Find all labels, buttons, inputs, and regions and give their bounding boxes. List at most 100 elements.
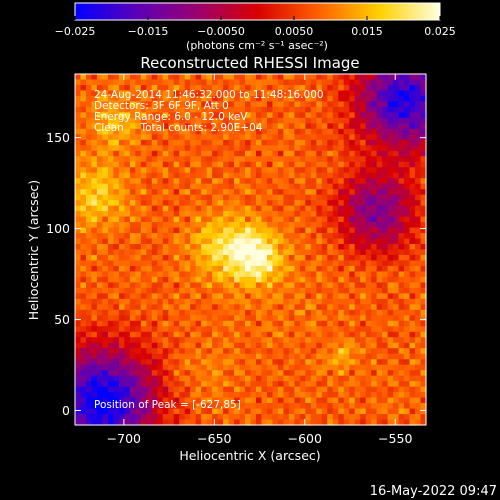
heatmap-cell <box>135 150 142 157</box>
heatmap-cell <box>261 101 268 108</box>
heatmap-cell <box>354 178 361 185</box>
heatmap-cell <box>371 326 378 333</box>
heatmap-cell <box>266 397 274 404</box>
heatmap-cell <box>261 216 268 223</box>
heatmap-cell <box>223 189 230 196</box>
heatmap-cell <box>217 238 224 245</box>
heatmap-cell <box>75 298 82 305</box>
heatmap-cell <box>85 117 93 124</box>
heatmap-cell <box>118 326 125 333</box>
heatmap-cell <box>393 95 400 103</box>
heatmap-cell <box>245 353 252 360</box>
heatmap-cell <box>299 117 306 124</box>
heatmap-cell <box>146 167 153 174</box>
heatmap-cell <box>305 287 312 294</box>
heatmap-cell <box>277 101 284 108</box>
heatmap-cell <box>321 183 328 190</box>
heatmap-cell <box>212 403 219 410</box>
heatmap-cell <box>365 95 372 103</box>
heatmap-cell <box>118 112 125 119</box>
heatmap-cell <box>310 145 317 152</box>
heatmap-cell <box>305 178 312 185</box>
heatmap-cell <box>288 386 295 393</box>
heatmap-cell <box>288 342 295 349</box>
heatmap-cell <box>398 331 405 338</box>
heatmap-cell <box>157 375 164 382</box>
heatmap-cell <box>223 342 230 349</box>
heatmap-cell <box>206 254 213 262</box>
heatmap-cell <box>321 233 328 240</box>
heatmap-cell <box>277 161 284 168</box>
heatmap-cell <box>349 79 356 86</box>
heatmap-cell <box>266 381 274 388</box>
heatmap-cell <box>305 375 312 382</box>
heatmap-cell <box>382 320 389 327</box>
heatmap-cell <box>129 331 136 338</box>
heatmap-cell <box>102 254 109 262</box>
heatmap-cell <box>190 353 197 360</box>
heatmap-cell <box>184 222 191 229</box>
heatmap-cell <box>305 271 312 278</box>
heatmap-cell <box>190 134 197 141</box>
heatmap-cell <box>173 419 180 426</box>
heatmap-cell <box>223 95 230 103</box>
heatmap-cell <box>316 397 323 404</box>
heatmap-cell <box>327 101 334 108</box>
heatmap-cell <box>393 183 400 190</box>
heatmap-cell <box>179 370 186 377</box>
heatmap-cell <box>393 342 400 349</box>
heatmap-cell <box>96 309 104 316</box>
heatmap-cell <box>393 265 400 273</box>
heatmap-cell <box>162 244 169 251</box>
heatmap-cell <box>382 84 389 92</box>
heatmap-cell <box>305 342 312 349</box>
heatmap-cell <box>310 74 317 81</box>
heatmap-cell <box>393 106 400 113</box>
heatmap-cell <box>151 233 158 240</box>
heatmap-cell <box>272 167 279 174</box>
heatmap-cell <box>124 260 131 267</box>
heatmap-cell <box>201 222 208 229</box>
heatmap-cell <box>124 276 131 283</box>
heatmap-cell <box>212 326 219 333</box>
heatmap-cell <box>365 293 372 300</box>
heatmap-cell <box>420 370 427 377</box>
heatmap-cell <box>91 304 98 311</box>
heatmap-cell <box>239 315 246 322</box>
heatmap-cell <box>162 84 169 92</box>
heatmap-cell <box>102 233 109 240</box>
heatmap-cell <box>217 178 224 185</box>
heatmap-cell <box>415 106 422 113</box>
heatmap-cell <box>343 74 350 81</box>
heatmap-cell <box>409 134 416 141</box>
heatmap-cell <box>277 117 284 124</box>
heatmap-cell <box>316 375 323 382</box>
heatmap-cell <box>294 249 301 256</box>
heatmap-cell <box>151 112 158 119</box>
heatmap-cell <box>283 101 290 108</box>
heatmap-cell <box>250 304 257 311</box>
heatmap-cell <box>239 414 246 421</box>
heatmap-cell <box>113 353 120 360</box>
heatmap-cell <box>299 403 306 410</box>
heatmap-cell <box>255 139 263 146</box>
heatmap-cell <box>250 128 257 135</box>
heatmap-cell <box>371 200 378 207</box>
heatmap-cell <box>316 79 323 86</box>
heatmap-cell <box>190 419 197 426</box>
heatmap-cell <box>201 117 208 124</box>
heatmap-cell <box>266 260 274 267</box>
heatmap-cell <box>294 370 301 377</box>
heatmap-cell <box>365 381 372 388</box>
heatmap-cell <box>332 194 339 201</box>
heatmap-cell <box>365 408 372 415</box>
heatmap-cell <box>140 128 147 135</box>
heatmap-cell <box>305 298 312 305</box>
heatmap-cell <box>376 189 383 196</box>
heatmap-cell <box>338 233 345 240</box>
heatmap-cell <box>217 370 224 377</box>
heatmap-cell <box>261 260 268 267</box>
heatmap-cell <box>118 117 125 124</box>
heatmap-cell <box>162 403 169 410</box>
heatmap-cell <box>415 244 422 251</box>
